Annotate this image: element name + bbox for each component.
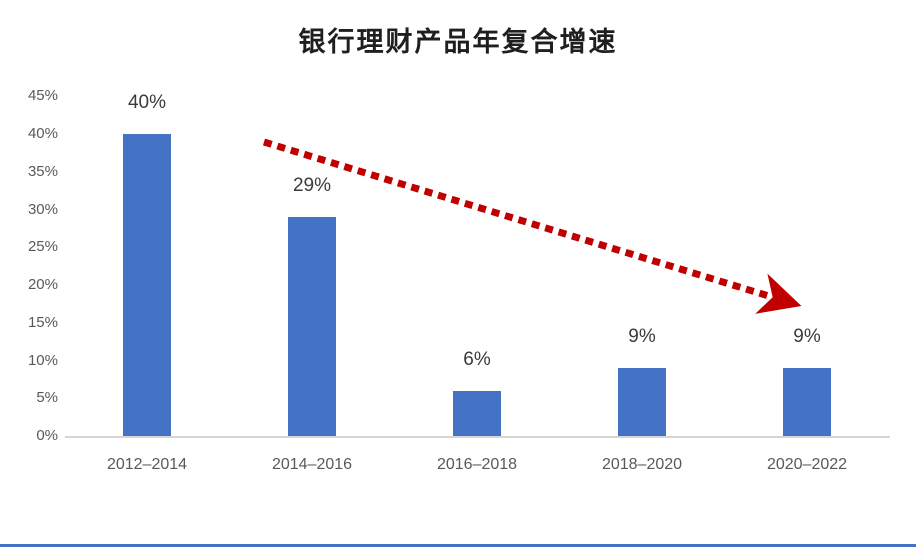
y-tick-label: 45%	[27, 87, 58, 105]
bar	[453, 390, 501, 436]
y-tick-label: 40%	[27, 125, 58, 142]
y-tick-label: 15%	[27, 313, 58, 331]
trend-arrow-line	[262, 138, 802, 314]
bottom-accent-line	[0, 544, 916, 547]
x-category-label: 2016–2018	[436, 456, 518, 473]
bar-value-label: 29%	[292, 175, 332, 197]
y-tick-label: 20%	[27, 276, 58, 293]
y-tick-label: 10%	[27, 351, 58, 369]
bar-value-label: 6%	[463, 348, 491, 370]
chart-title: 银行理财产品年复合增速	[298, 27, 618, 57]
y-tick-label: 25%	[27, 238, 58, 256]
y-tick-label: 35%	[27, 162, 58, 180]
x-axis-line	[65, 436, 890, 438]
bar-value-label: 9%	[628, 326, 656, 348]
bar-value-label: 40%	[127, 92, 167, 113]
bar	[123, 134, 171, 436]
bar	[288, 217, 336, 436]
y-tick-label: 0%	[36, 427, 58, 444]
y-tick-label: 30%	[27, 200, 58, 218]
x-category-label: 2012–2014	[106, 456, 188, 473]
y-tick-label: 5%	[36, 389, 58, 407]
x-category-label: 2014–2016	[271, 456, 353, 473]
bar	[618, 368, 666, 436]
x-category-label: 2018–2020	[601, 456, 683, 473]
x-category-label: 2020–2022	[766, 456, 848, 473]
bar-value-label: 9%	[793, 326, 821, 348]
bar	[783, 368, 831, 436]
